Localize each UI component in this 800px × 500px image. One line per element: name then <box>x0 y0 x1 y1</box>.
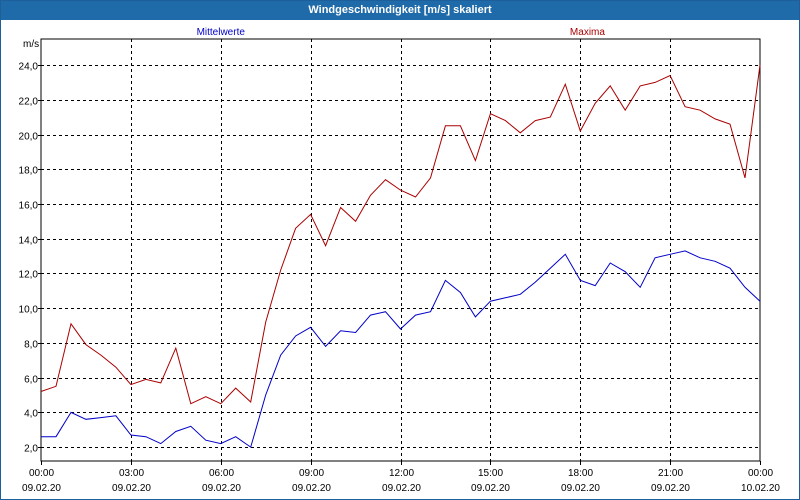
series-label-mittelwerte: Mittelwerte <box>197 27 246 38</box>
y-tick-label: 8,0 <box>24 340 38 351</box>
x-tick-label-date: 09.02.20 <box>561 483 600 494</box>
y-tick-label: 10,0 <box>19 305 39 316</box>
y-tick-label: 6,0 <box>24 375 38 386</box>
y-tick-label: 4,0 <box>24 409 38 420</box>
x-tick-label-date: 09.02.20 <box>382 483 421 494</box>
y-tick-label: 16,0 <box>19 201 39 212</box>
window-title: Windgeschwindigkeit [m/s] skaliert <box>1 1 799 20</box>
y-tick-label: 22,0 <box>19 97 39 108</box>
x-tick-label-date: 09.02.20 <box>471 483 510 494</box>
series-line-maxima <box>40 64 761 405</box>
y-tick-label: 12,0 <box>19 270 39 281</box>
x-tick-label-date: 09.02.20 <box>292 483 331 494</box>
series-label-maxima: Maxima <box>570 27 605 38</box>
y-axis-label: m/s <box>23 39 39 50</box>
x-tick-label-date: 09.02.20 <box>651 483 690 494</box>
x-tick-label-time: 21:00 <box>658 468 683 479</box>
y-tick-label: 14,0 <box>19 236 39 247</box>
y-tick-label: 2,0 <box>24 444 38 455</box>
y-tick-label: 20,0 <box>19 132 39 143</box>
wind-speed-chart: 2,0 4,0 6,0 8,0 10,0 12,0 14,0 16,0 18,0 20,0 22,0… <box>19 27 781 494</box>
x-tick-label-time: 00:00 <box>29 468 54 479</box>
y-tick-label: 18,0 <box>19 166 39 177</box>
x-tick-label-date: 10.02.20 <box>741 483 780 494</box>
series-line-mittelwerte <box>41 250 761 448</box>
x-tick-label-time: 18:00 <box>568 468 593 479</box>
x-tick-label-date: 09.02.20 <box>112 483 151 494</box>
x-tick-label-time: 12:00 <box>389 468 414 479</box>
x-tick-label-time: 15:00 <box>478 468 503 479</box>
x-tick-label-time: 09:00 <box>299 468 324 479</box>
x-tick-label-time: 06:00 <box>209 468 234 479</box>
x-tick-label-date: 09.02.20 <box>22 483 61 494</box>
x-tick-label-time: 03:00 <box>119 468 144 479</box>
x-tick-label-time: 00:00 <box>748 468 773 479</box>
plot-area <box>40 38 761 462</box>
x-tick-label-date: 09.02.20 <box>202 483 241 494</box>
y-tick-label: 24,0 <box>19 62 39 73</box>
